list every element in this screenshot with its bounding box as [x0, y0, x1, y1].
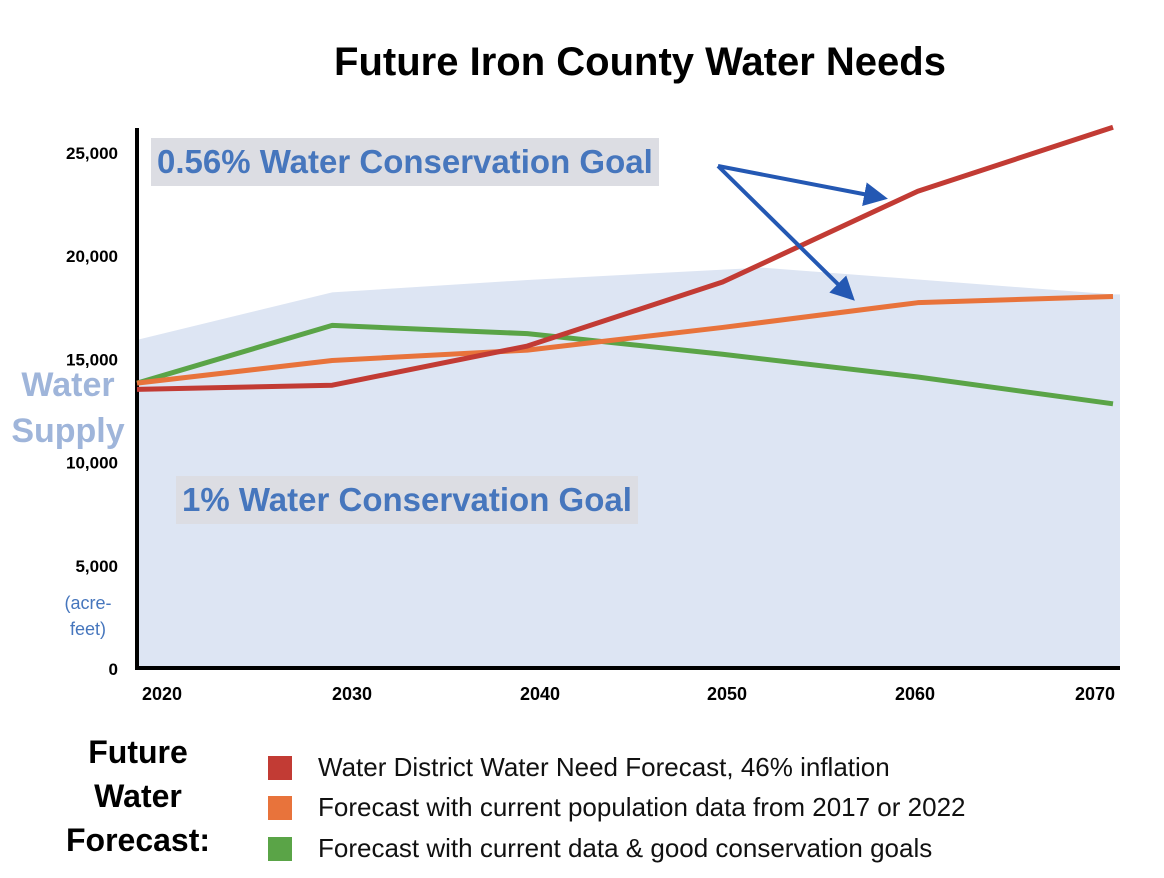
y-tick-label: 25,000	[66, 144, 118, 163]
y-tick-label: 20,000	[66, 247, 118, 266]
annotation-056-goal: 0.56% Water Conservation Goal	[151, 138, 659, 186]
legend-label: Forecast with current population data fr…	[318, 792, 966, 822]
x-tick-label: 2060	[895, 684, 935, 704]
legend-item-green: Forecast with current data & good conser…	[268, 833, 932, 864]
water-supply-area	[137, 267, 1120, 668]
x-tick-label: 2020	[142, 684, 182, 704]
legend-label: Forecast with current data & good conser…	[318, 833, 933, 863]
y-tick-label: 10,000	[66, 454, 118, 473]
series-line-0	[136, 124, 1114, 392]
x-tick-label: 2040	[520, 684, 560, 704]
arrow-to-red-line	[717, 164, 888, 206]
legend-swatch	[268, 836, 292, 861]
series-line-1	[136, 293, 1114, 386]
chart-title: Future Iron County Water Needs	[334, 40, 946, 84]
series-line-2	[136, 322, 1114, 407]
legend-item-orange: Forecast with current population data fr…	[268, 792, 966, 823]
legend-swatch	[268, 795, 292, 820]
legend-item-red: Water District Water Need Forecast, 46% …	[268, 752, 890, 783]
arrow-to-orange-line	[716, 164, 855, 301]
legend-swatch	[268, 755, 292, 780]
legend-title: Future Water Forecast:	[65, 734, 211, 858]
legend-label: Water District Water Need Forecast, 46% …	[318, 752, 890, 782]
x-tick-label: 2050	[707, 684, 747, 704]
x-tick-label: 2070	[1075, 684, 1115, 704]
y-axis-unit: (acre-feet)	[64, 593, 112, 639]
y-tick-label: 0	[109, 660, 118, 679]
x-tick-label: 2030	[332, 684, 372, 704]
annotation-1-goal: 1% Water Conservation Goal	[176, 476, 638, 524]
y-tick-label: 15,000	[66, 350, 118, 369]
y-tick-label: 5,000	[75, 557, 118, 576]
water-supply-label: Water Supply	[11, 366, 125, 450]
